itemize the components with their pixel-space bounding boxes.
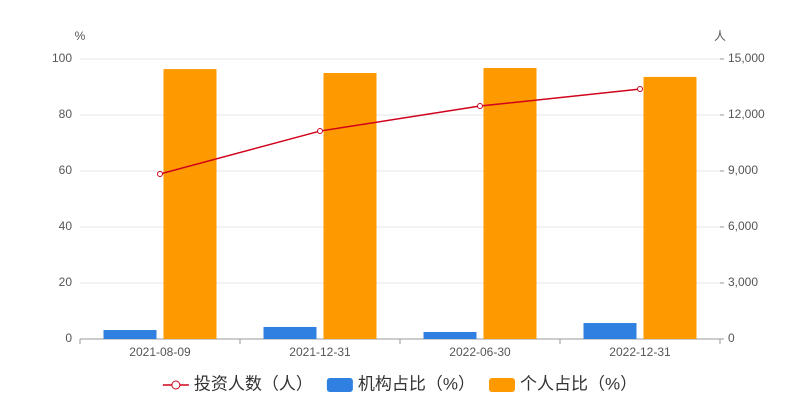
y2-tick-label: 15,000 (728, 51, 765, 65)
line-point (157, 170, 163, 177)
y-axis-label: % (75, 29, 86, 43)
bar (423, 332, 477, 339)
legend-icon (326, 378, 353, 392)
y-tick-label: 0 (65, 331, 72, 345)
bar (163, 69, 217, 339)
y-tick-label: 60 (59, 163, 73, 177)
x-tick-label: 2022-12-31 (609, 345, 671, 359)
y-tick-label: 100 (52, 51, 72, 65)
y2-tick-label: 6,000 (728, 219, 758, 233)
y2-axis-label: 人 (714, 29, 726, 43)
y-tick-label: 40 (59, 219, 73, 233)
bar (103, 330, 157, 339)
line-point (477, 103, 483, 110)
legend-label: 个人占比（%） (520, 374, 637, 393)
line-point (317, 128, 323, 135)
bar (643, 76, 697, 340)
y-tick-label: 80 (59, 107, 73, 121)
legend-label: 投资人数（人） (194, 374, 313, 393)
y2-tick-label: 3,000 (728, 275, 758, 289)
bar (263, 326, 317, 339)
bar (583, 323, 637, 339)
x-tick-label: 2021-08-09 (129, 345, 191, 359)
legend-icon (171, 380, 181, 390)
line (159, 88, 641, 175)
bar (323, 73, 377, 339)
y2-tick-label: 9,000 (728, 163, 758, 177)
x-tick-label: 2022-06-30 (449, 345, 511, 359)
x-tick-label: 2021-12-31 (289, 345, 351, 359)
bar (483, 67, 537, 340)
legend: 投资人数（人） 机构占比（%） 个人占比（%） (162, 374, 637, 393)
y-tick-label: 20 (59, 275, 73, 289)
line-point (637, 86, 643, 93)
legend-label: 机构占比（%） (358, 374, 475, 393)
y2-tick-label: 12,000 (728, 107, 765, 121)
y2-tick-label: 0 (728, 331, 735, 345)
legend-icon (489, 378, 515, 392)
